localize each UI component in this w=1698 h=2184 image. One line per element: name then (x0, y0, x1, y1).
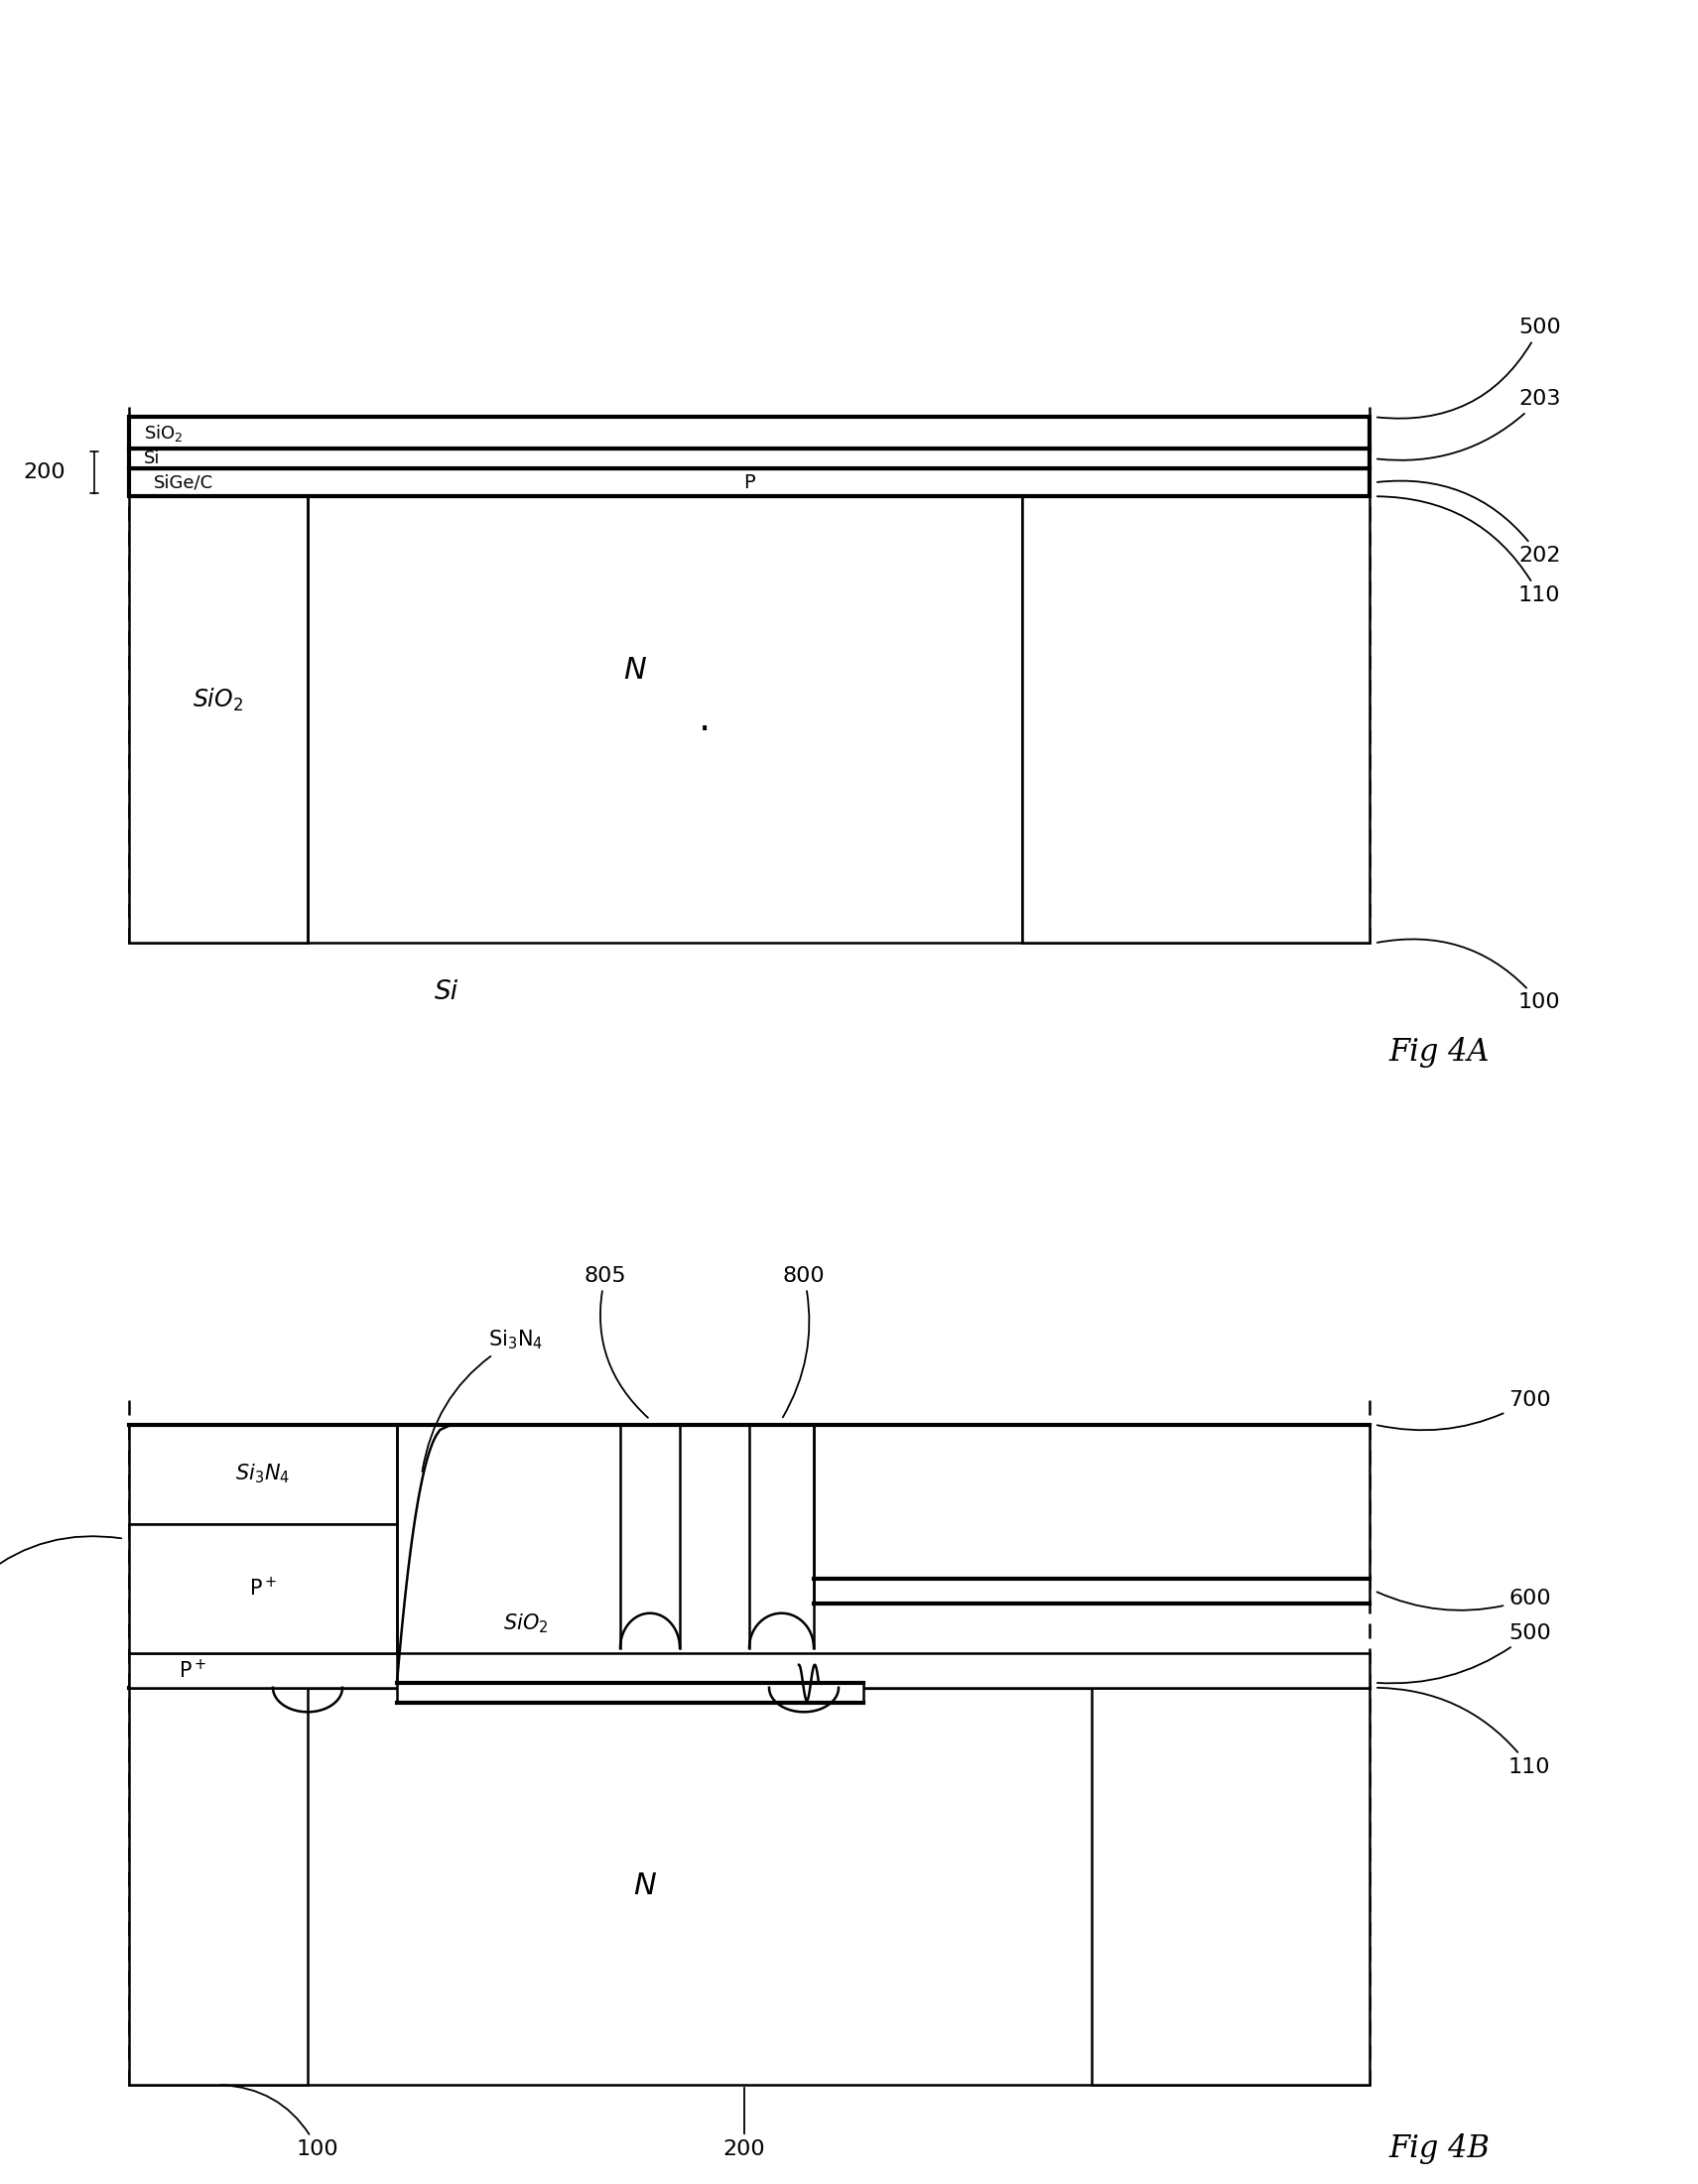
Text: 700: 700 (1377, 1389, 1550, 1431)
Bar (129, 496, 307, 943)
Text: Fig 4A: Fig 4A (1389, 1037, 1489, 1068)
Text: SiO$_2$: SiO$_2$ (144, 422, 183, 443)
Text: 100: 100 (221, 2086, 338, 2160)
Text: 600: 600 (1377, 1588, 1550, 1610)
Bar (129, 470, 1370, 496)
Text: Si: Si (435, 981, 458, 1005)
Text: .: . (698, 701, 711, 738)
Text: 800: 800 (783, 1267, 825, 1417)
Text: 110: 110 (1377, 496, 1560, 605)
Bar (129, 1524, 397, 1653)
Text: 200: 200 (723, 2088, 766, 2160)
Text: SiGe/C: SiGe/C (155, 474, 214, 491)
Text: Si$_3$N$_4$: Si$_3$N$_4$ (236, 1463, 290, 1485)
Bar (1092, 1688, 1370, 2086)
Text: P$^+$: P$^+$ (178, 1658, 207, 1682)
Text: 500: 500 (1377, 317, 1560, 419)
Text: Si: Si (144, 450, 160, 467)
Bar (129, 448, 1370, 470)
Text: 203: 203 (1377, 389, 1560, 461)
Text: 100: 100 (1377, 939, 1560, 1013)
Text: 250: 250 (0, 1535, 121, 1599)
Bar (1022, 496, 1370, 943)
Bar (129, 417, 1370, 448)
Text: Fig 4B: Fig 4B (1389, 2134, 1489, 2164)
Bar (129, 1688, 307, 2086)
Text: P$^+$: P$^+$ (250, 1577, 277, 1601)
Text: SiO$_2$: SiO$_2$ (503, 1612, 548, 1636)
Text: 202: 202 (1377, 480, 1560, 566)
Text: N: N (633, 1872, 657, 1900)
Text: 110: 110 (1377, 1688, 1550, 1778)
Text: N: N (623, 655, 647, 684)
Bar (813, 1424, 1370, 1579)
Text: SiO$_2$: SiO$_2$ (194, 686, 245, 714)
Bar (129, 1424, 397, 1524)
Text: P: P (744, 474, 756, 491)
Text: Si$_3$N$_4$: Si$_3$N$_4$ (423, 1328, 543, 1472)
Bar (397, 1682, 863, 1704)
Text: 805: 805 (584, 1267, 649, 1417)
Text: 500: 500 (1377, 1623, 1550, 1684)
Bar (129, 1653, 1370, 1688)
Text: 200: 200 (24, 463, 66, 483)
Bar (813, 1579, 1370, 1603)
